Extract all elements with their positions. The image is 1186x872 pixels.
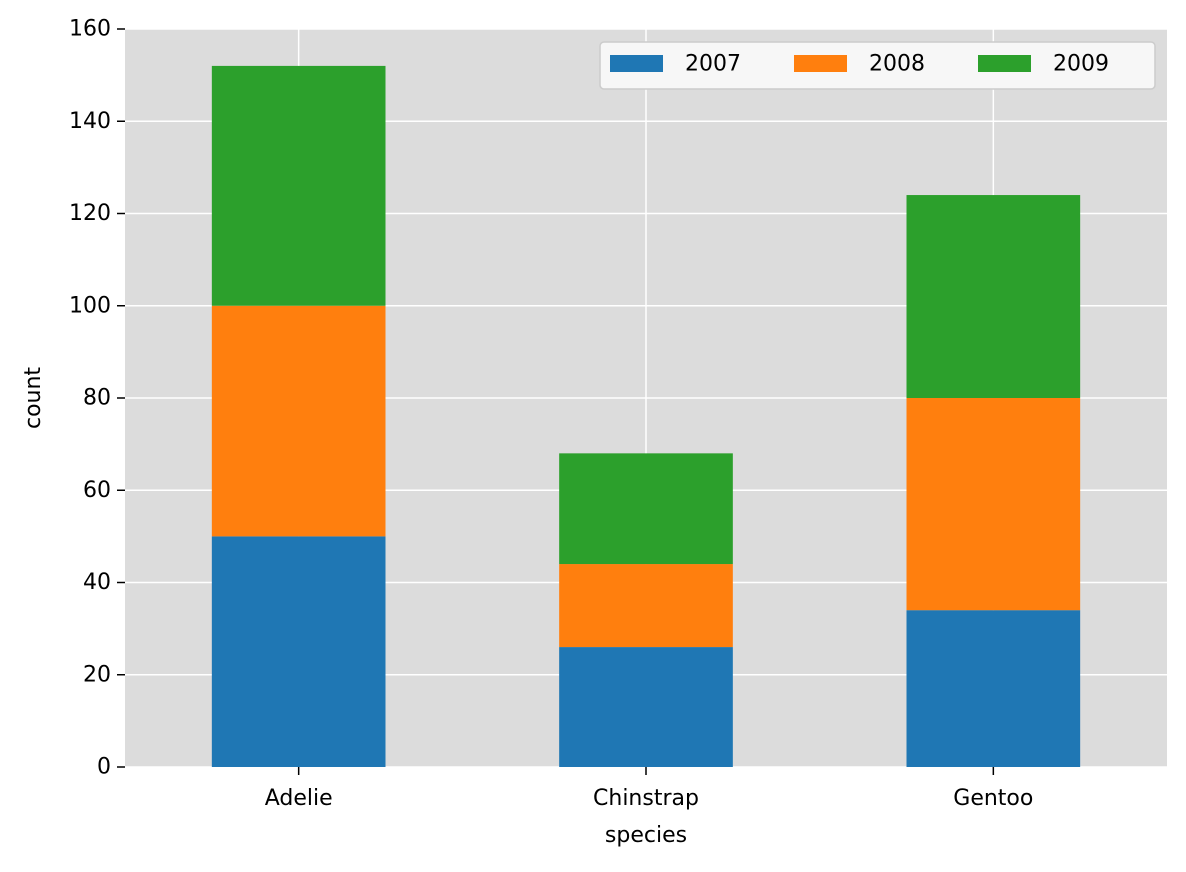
y-tick-label: 140: [69, 109, 111, 134]
y-tick-label: 60: [83, 478, 111, 503]
legend-label-2007: 2007: [685, 52, 741, 77]
y-tick-label: 160: [69, 17, 111, 42]
legend-swatch-2008: [794, 55, 847, 72]
bar-gentoo-2009: [906, 195, 1081, 398]
y-tick-label: 40: [83, 570, 111, 595]
bar-gentoo-2007: [906, 610, 1081, 767]
y-tick-label: 120: [69, 201, 111, 226]
legend-swatch-2007: [610, 55, 663, 72]
bar-adelie-2008: [211, 305, 386, 537]
y-tick-label: 20: [83, 662, 111, 687]
y-tick-label: 100: [69, 293, 111, 318]
bar-gentoo-2008: [906, 398, 1081, 611]
legend-box: [599, 41, 1156, 90]
bar-chinstrap-2009: [559, 453, 733, 565]
bar-chinstrap-2007: [559, 647, 733, 767]
bar-adelie-2007: [211, 536, 386, 767]
bars: [211, 65, 1081, 767]
legend-swatch-2009: [978, 55, 1031, 72]
axes: 0 20 40 60 80 100 120 140 160 Adelie Chinstrap Gent…: [69, 17, 1033, 812]
legend-label-2009: 2009: [1053, 52, 1109, 77]
x-tick-label: Chinstrap: [593, 786, 699, 811]
y-tick-label: 0: [97, 755, 111, 780]
x-tick-label: Gentoo: [953, 786, 1033, 811]
legend: 2007 2008 2009: [599, 41, 1156, 90]
y-tick-label: 80: [83, 386, 111, 411]
x-tick-label: Adelie: [265, 786, 333, 811]
legend-label-2008: 2008: [869, 52, 925, 77]
x-axis-label: species: [605, 823, 687, 848]
y-axis-label: count: [21, 367, 46, 429]
bar-chinstrap-2008: [559, 564, 733, 648]
bar-adelie-2009: [211, 65, 386, 306]
